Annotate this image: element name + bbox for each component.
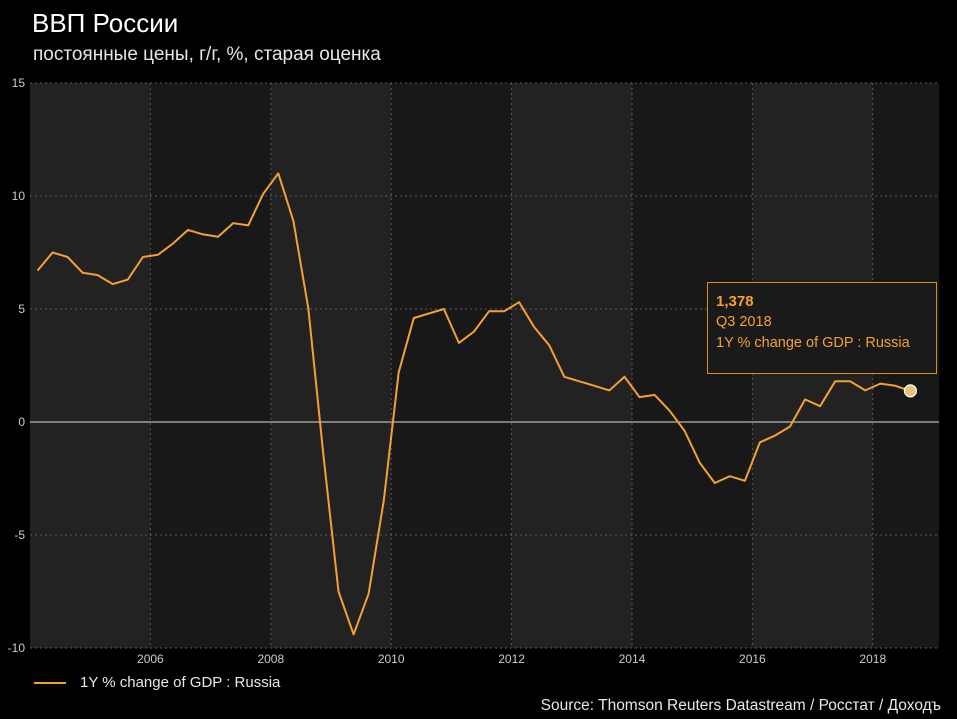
y-tick-label: 0 — [18, 415, 25, 429]
x-tick-label: 2010 — [378, 652, 405, 666]
legend-label: 1Y % change of GDP : Russia — [80, 674, 281, 691]
chart-title: ВВП России — [32, 8, 179, 38]
y-tick-label: 5 — [18, 302, 25, 316]
x-axis-tick-labels: 2006 2008 2010 2012 2014 2016 2018 — [137, 652, 886, 666]
x-tick-label: 2018 — [859, 652, 886, 666]
plot-band — [150, 83, 271, 648]
series-layer — [36, 172, 918, 636]
x-tick-label: 2016 — [739, 652, 766, 666]
y-tick-label: 10 — [12, 189, 26, 203]
y-tick-label: 15 — [12, 76, 26, 90]
chart-subtitle: постоянные цены, г/г, %, старая оценка — [33, 44, 381, 65]
tooltip-series-name: 1Y % change of GDP : Russia — [716, 335, 910, 351]
x-tick-label: 2014 — [619, 652, 646, 666]
legend-swatch — [34, 681, 66, 684]
source-note: Source: Thomson Reuters Datastream / Рос… — [540, 697, 941, 714]
y-axis-tick-labels: -10 -5 0 5 10 15 — [8, 76, 26, 655]
x-tick-label: 2008 — [257, 652, 284, 666]
plot-band — [270, 83, 392, 648]
y-tick-label: -5 — [14, 528, 25, 542]
plot-band — [511, 83, 632, 648]
grid-lines — [30, 82, 939, 649]
plot-band — [391, 83, 512, 648]
x-tick-label: 2006 — [137, 652, 164, 666]
plot-background-bands — [30, 83, 939, 648]
legend[interactable]: 1Y % change of GDP : Russia — [34, 674, 280, 691]
plot-band — [30, 83, 151, 648]
tooltip-period: Q3 2018 — [716, 314, 772, 330]
tooltip-value: 1,378 — [716, 293, 754, 310]
x-tick-label: 2012 — [498, 652, 525, 666]
data-point-tooltip: 1,378 Q3 2018 1Y % change of GDP : Russi… — [707, 282, 937, 374]
series-line — [36, 172, 911, 636]
y-tick-label: -10 — [8, 641, 26, 655]
highlighted-data-point — [903, 384, 918, 398]
